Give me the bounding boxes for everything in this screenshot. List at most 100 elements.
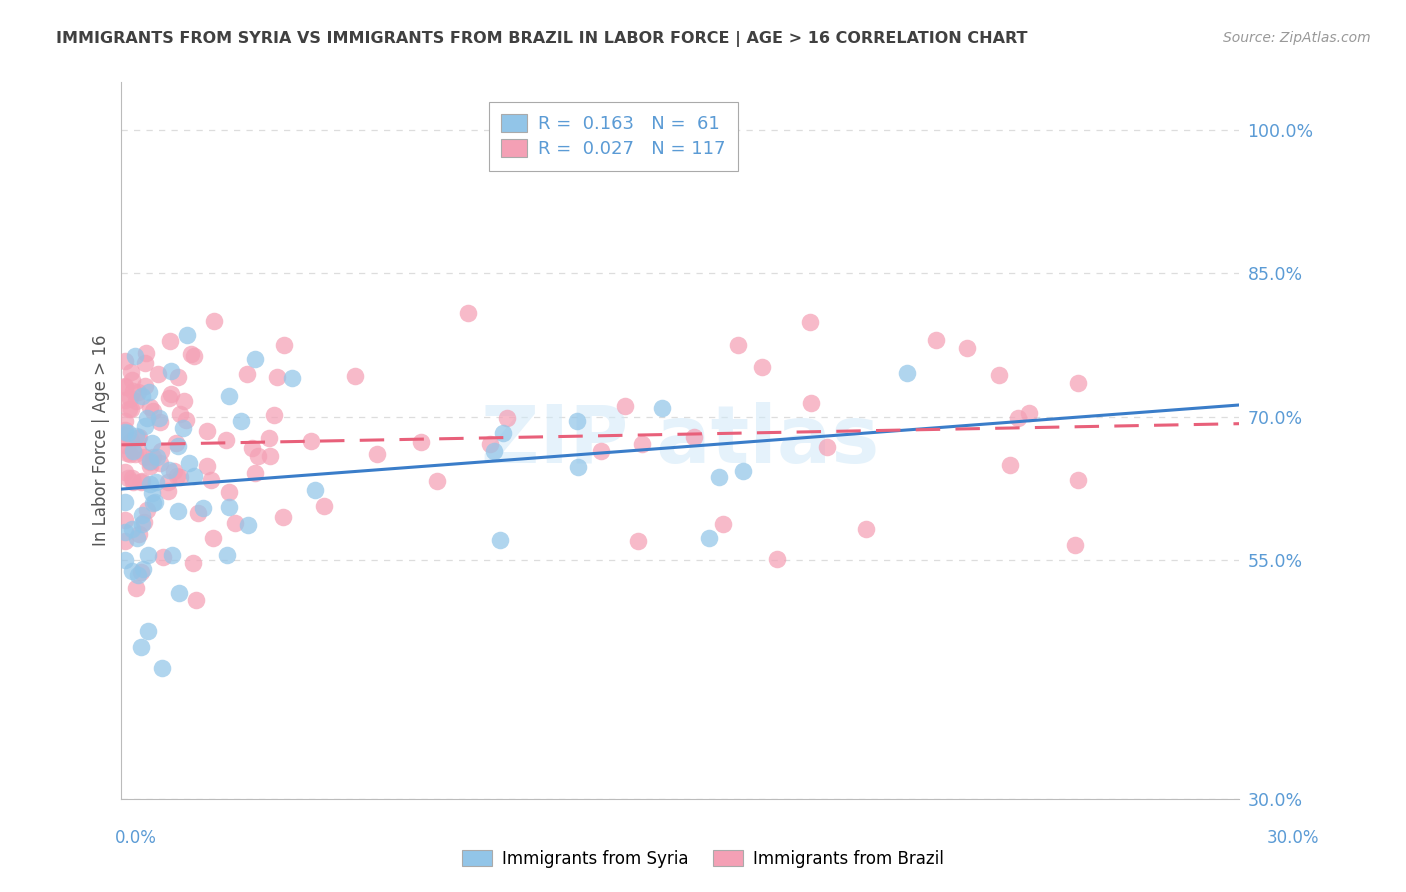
Point	[613, 399, 636, 413]
Point	[1007, 411, 1029, 425]
Point	[766, 552, 789, 566]
Point	[1067, 376, 1090, 390]
Point	[114, 466, 136, 480]
Point	[218, 485, 240, 500]
Point	[131, 474, 153, 488]
Point	[478, 437, 501, 451]
Point	[129, 640, 152, 655]
Point	[697, 531, 720, 545]
Point	[312, 499, 335, 513]
Point	[134, 516, 156, 530]
Point	[148, 410, 170, 425]
Point	[114, 354, 136, 368]
Point	[169, 407, 191, 421]
Point	[245, 351, 267, 366]
Point	[173, 393, 195, 408]
Point	[125, 581, 148, 595]
Point	[142, 450, 165, 465]
Point	[1067, 474, 1090, 488]
Point	[236, 367, 259, 381]
Point	[281, 371, 304, 385]
Point	[257, 431, 280, 445]
Text: 30.0%: 30.0%	[1267, 829, 1319, 847]
Point	[156, 475, 179, 490]
Point	[149, 456, 172, 470]
Point	[122, 475, 145, 490]
Point	[631, 437, 654, 451]
Point	[122, 444, 145, 458]
Point	[127, 568, 149, 582]
Point	[173, 421, 195, 435]
Point	[224, 516, 246, 531]
Point	[125, 531, 148, 545]
Point	[121, 564, 143, 578]
Point	[121, 384, 143, 398]
Point	[167, 369, 190, 384]
Point	[184, 593, 207, 607]
Point	[243, 466, 266, 480]
Point	[484, 444, 506, 458]
Point	[152, 660, 174, 674]
Point	[114, 524, 136, 539]
Point	[925, 334, 948, 348]
Point	[159, 387, 181, 401]
Point	[162, 548, 184, 562]
Point	[200, 474, 222, 488]
Point	[217, 548, 239, 562]
Point	[121, 471, 143, 485]
Point	[141, 486, 163, 500]
Point	[167, 439, 190, 453]
Point	[118, 391, 141, 405]
Point	[114, 534, 136, 549]
Point	[181, 556, 204, 570]
Point	[141, 496, 163, 510]
Point	[134, 418, 156, 433]
Point	[152, 550, 174, 565]
Point	[138, 385, 160, 400]
Point	[114, 428, 136, 442]
Point	[150, 443, 173, 458]
Point	[240, 442, 263, 456]
Point	[134, 450, 156, 465]
Point	[627, 534, 650, 549]
Point	[271, 509, 294, 524]
Point	[132, 562, 155, 576]
Point	[197, 459, 219, 474]
Point	[114, 393, 136, 408]
Point	[218, 388, 240, 402]
Point	[183, 468, 205, 483]
Point	[176, 328, 198, 343]
Legend: R =  0.163   N =  61, R =  0.027   N = 117: R = 0.163 N = 61, R = 0.027 N = 117	[489, 102, 738, 171]
Point	[167, 503, 190, 517]
Point	[124, 349, 146, 363]
Point	[114, 380, 136, 394]
Point	[121, 522, 143, 536]
Point	[157, 462, 180, 476]
Point	[128, 527, 150, 541]
Point	[343, 368, 366, 383]
Point	[176, 413, 198, 427]
Point	[183, 349, 205, 363]
Point	[149, 415, 172, 429]
Point	[167, 586, 190, 600]
Point	[146, 450, 169, 464]
Point	[496, 410, 519, 425]
Point	[591, 443, 613, 458]
Point	[956, 341, 979, 355]
Text: Source: ZipAtlas.com: Source: ZipAtlas.com	[1223, 31, 1371, 45]
Point	[127, 431, 149, 445]
Point	[266, 369, 288, 384]
Point	[304, 483, 326, 497]
Point	[409, 434, 432, 449]
Point	[179, 456, 201, 470]
Point	[145, 475, 167, 489]
Text: IMMIGRANTS FROM SYRIA VS IMMIGRANTS FROM BRAZIL IN LABOR FORCE | AGE > 16 CORREL: IMMIGRANTS FROM SYRIA VS IMMIGRANTS FROM…	[56, 31, 1028, 47]
Point	[118, 402, 141, 417]
Point	[121, 372, 143, 386]
Point	[120, 434, 142, 448]
Point	[215, 433, 238, 447]
Point	[131, 566, 153, 580]
Point	[120, 365, 142, 379]
Point	[218, 500, 240, 514]
Point	[1064, 538, 1087, 552]
